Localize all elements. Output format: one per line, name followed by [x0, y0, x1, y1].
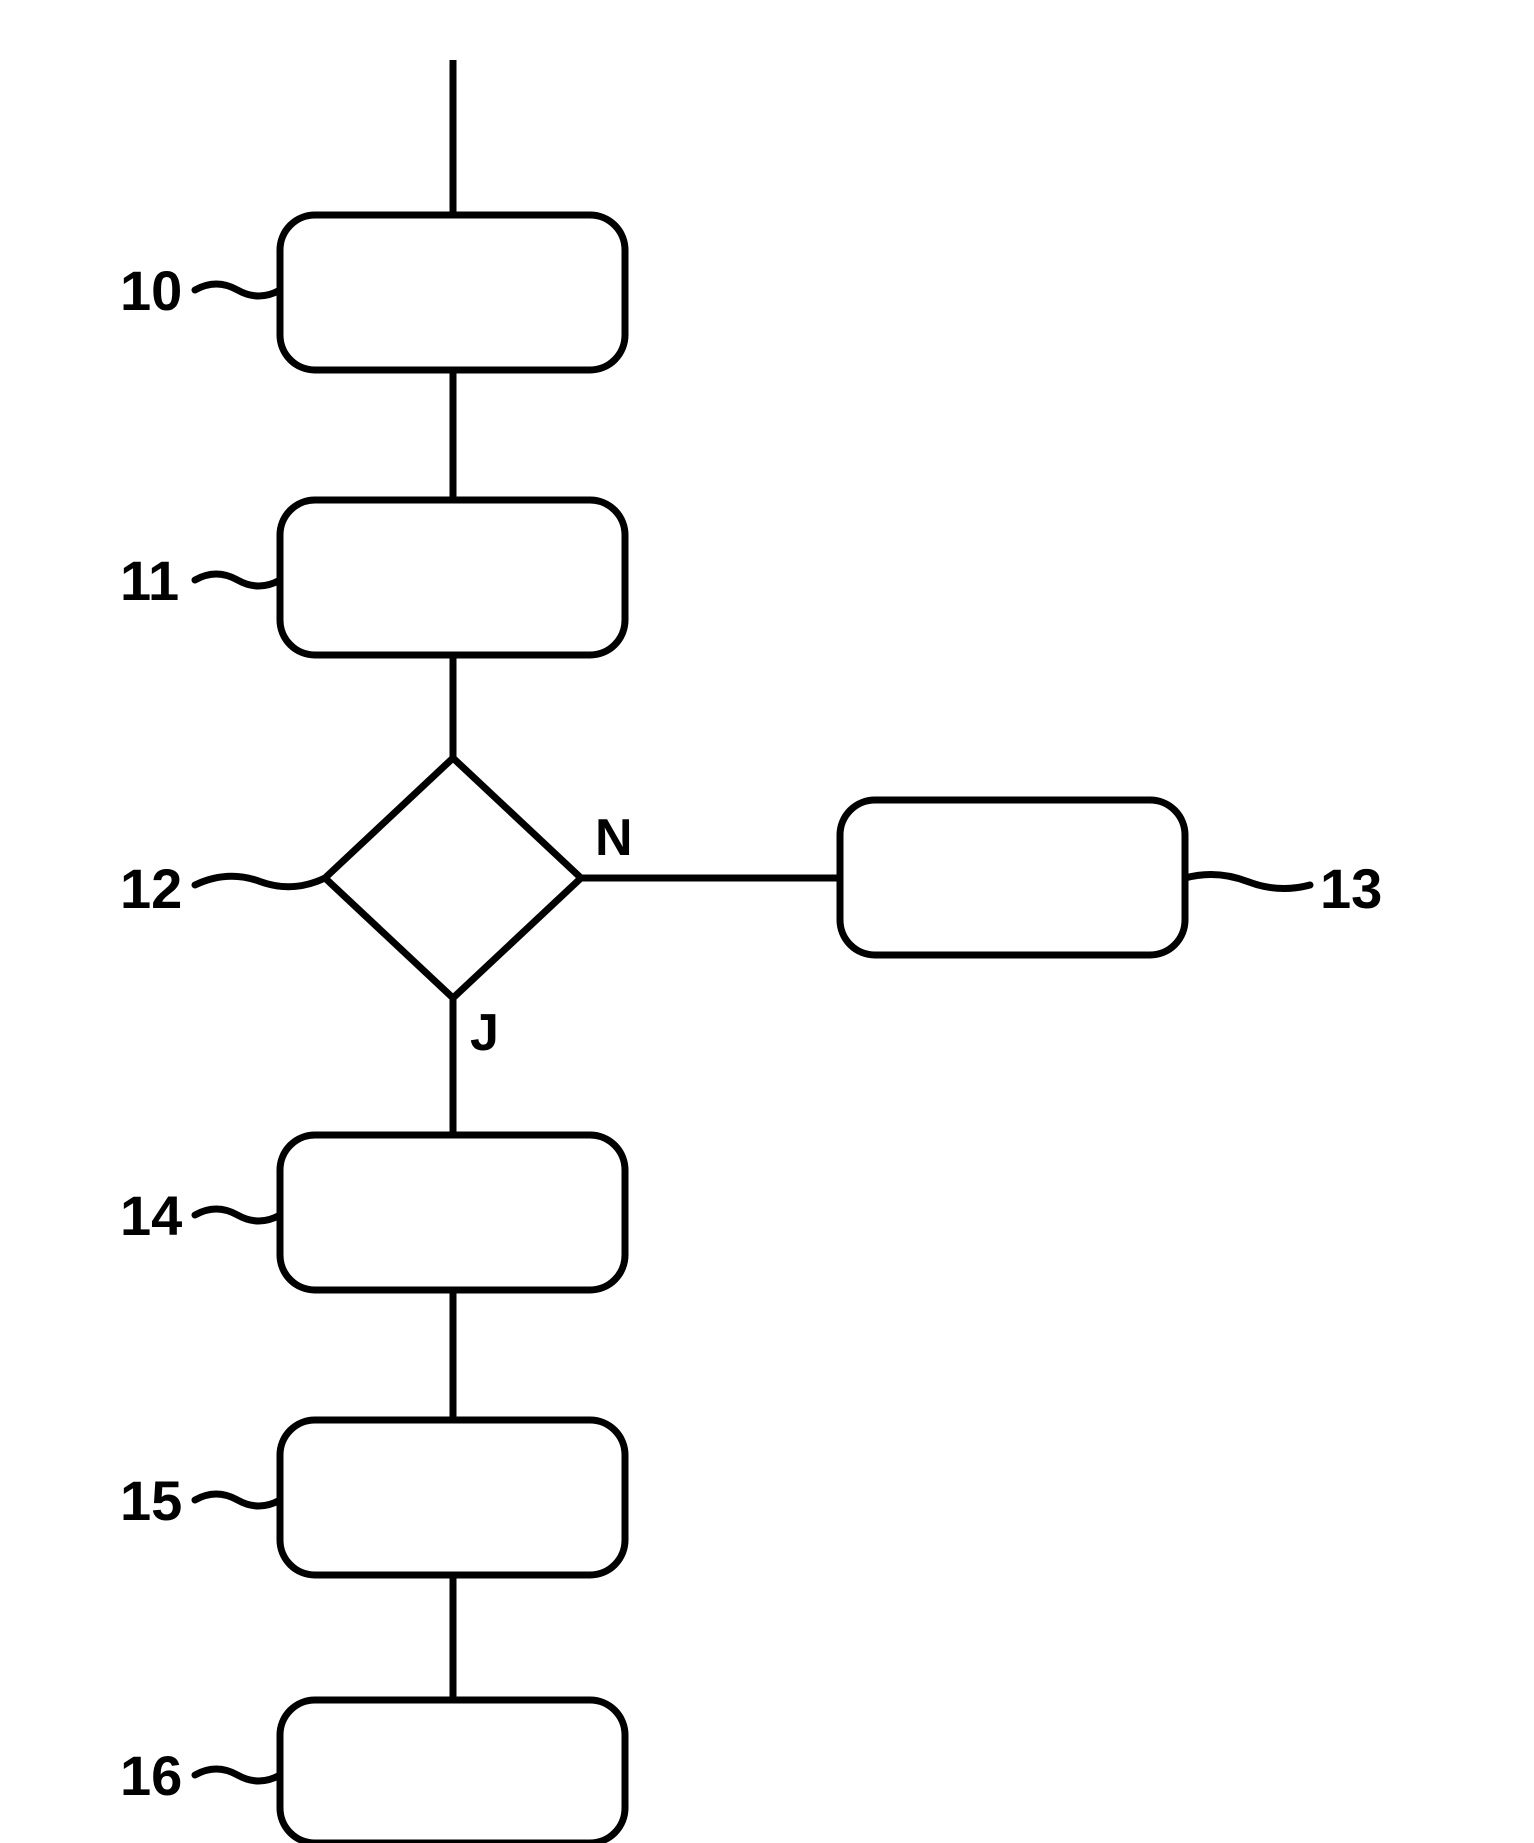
flow-node-n15 — [280, 1420, 625, 1575]
edge-label: J — [470, 1004, 499, 1062]
node-label: 15 — [120, 1469, 182, 1532]
node-label: 16 — [120, 1744, 182, 1807]
label-connector — [1185, 874, 1310, 888]
flow-node-n16 — [280, 1700, 625, 1843]
flow-node-n14 — [280, 1135, 625, 1290]
label-connector — [195, 284, 280, 296]
node-label: 11 — [120, 549, 179, 612]
flowchart-diagram: N J 10 11 12 13 14 15 16 — [0, 0, 1534, 1843]
label-connector — [195, 1209, 280, 1221]
node-label: 14 — [120, 1184, 182, 1247]
edge-label: N — [595, 809, 633, 867]
flow-node-n10 — [280, 215, 625, 370]
flow-node-n11 — [280, 500, 625, 655]
node-label: 12 — [120, 857, 182, 920]
label-connector — [195, 1494, 280, 1506]
label-connector — [195, 876, 325, 886]
flow-node-n13 — [840, 800, 1185, 955]
flow-node-n12 — [325, 758, 581, 998]
node-label: 10 — [120, 259, 182, 322]
node-label: 13 — [1320, 857, 1382, 920]
label-connector — [195, 574, 280, 586]
label-connector — [195, 1769, 280, 1781]
